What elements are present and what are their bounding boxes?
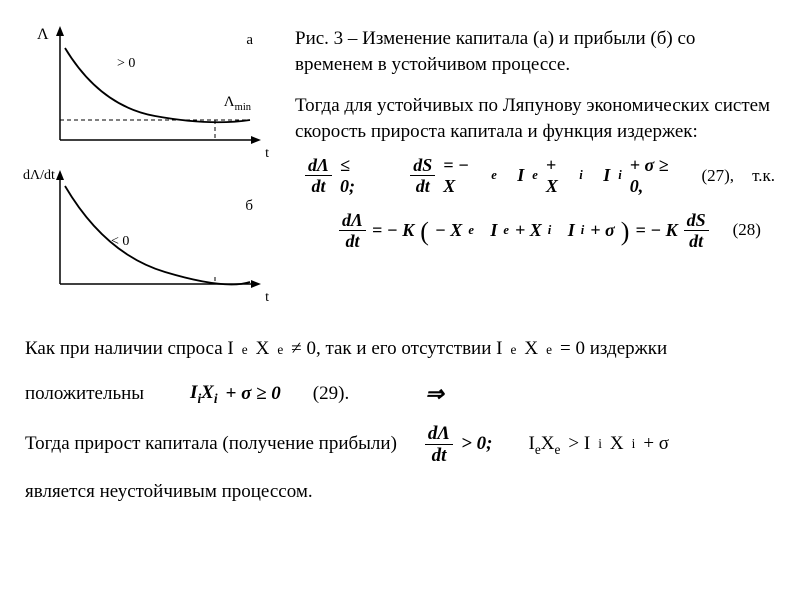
chart-a-asym: Λmin (224, 94, 251, 113)
text-line-1: Как при наличии спроса IeXe ≠ 0, так и е… (25, 334, 775, 364)
chart-a-tag: а (246, 32, 253, 49)
chart-b-svg (25, 164, 275, 314)
chart-b-ylabel: dΛ/dt (23, 168, 55, 184)
chart-b-sign: < 0 (111, 234, 129, 250)
chart-b: dΛ/dt б < 0 t (25, 164, 275, 314)
equation-27: dΛdt ≤ 0; dSdt = − Xe Ie + Xi Ii + σ ≥ 0… (305, 155, 775, 197)
chart-b-tag: б (245, 198, 253, 215)
equation-28: dΛdt = − K( − Xe Ie + Xi Ii + σ) = − K d… (325, 211, 775, 250)
chart-a-sign: > 0 (117, 56, 135, 72)
text-line-4: является неустойчивым процессом. (25, 477, 775, 507)
chart-b-xlabel: t (265, 290, 269, 306)
figure-caption: Рис. 3 – Изменение капитала (а) и прибыл… (295, 26, 775, 77)
chart-a-xlabel: t (265, 146, 269, 162)
paragraph-1: Тогда для устойчивых по Ляпунову экономи… (295, 93, 775, 144)
text-line-2: положительны IiXi + σ ≥ 0 (29). ⇒ (25, 376, 775, 411)
chart-a: Λ а > 0 Λmin t (25, 20, 275, 170)
text-line-3: Тогда прирост капитала (получение прибыл… (25, 424, 775, 465)
chart-a-ylabel: Λ (37, 26, 49, 44)
